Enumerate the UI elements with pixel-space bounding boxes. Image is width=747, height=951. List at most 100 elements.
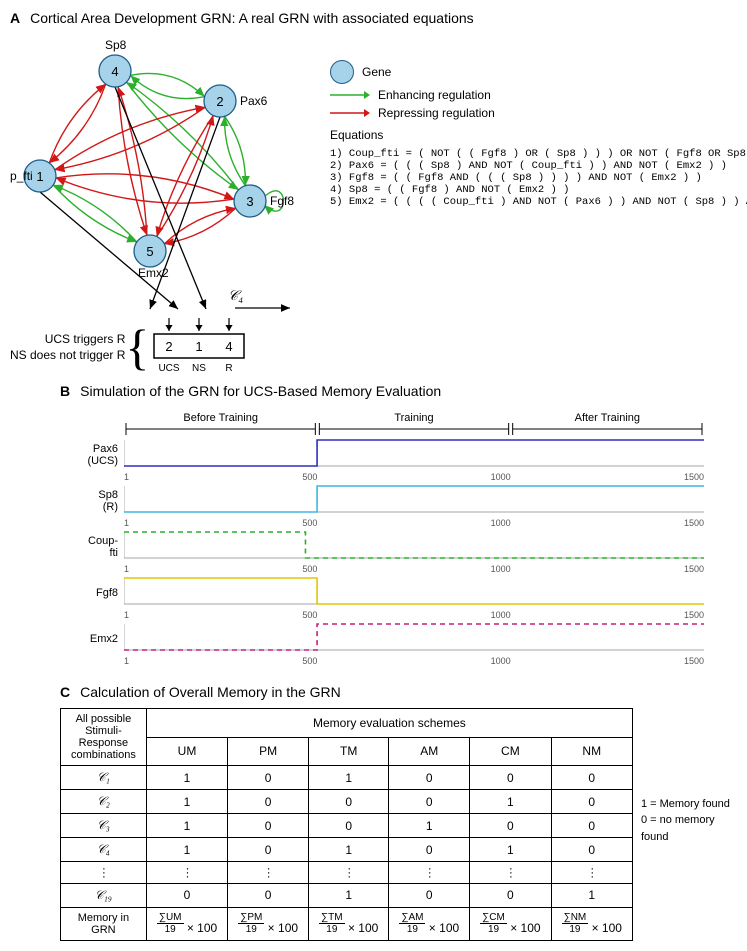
svg-text:Pax6: Pax6 <box>240 94 268 108</box>
memory-cell: 0 <box>551 766 632 790</box>
sidenote-zero: 0 = no memory found <box>641 812 737 845</box>
memory-cell: 0 <box>551 814 632 838</box>
memory-cell: 1 <box>309 883 389 907</box>
panel-c-title: Calculation of Overall Memory in the GRN <box>80 684 341 700</box>
equation-line: 5) Emx2 = ( ( ( ( Coup_fti ) AND NOT ( P… <box>330 196 747 208</box>
stimulus-response-box: UCS triggers R NS does not trigger R { 2… <box>10 316 310 379</box>
summary-cell: ∑TM19 × 100 <box>309 907 389 940</box>
memory-cell: 0 <box>470 766 551 790</box>
memory-cell: 0 <box>228 766 309 790</box>
summary-cell: ∑CM19 × 100 <box>470 907 551 940</box>
svg-text:Sp8: Sp8 <box>105 38 127 52</box>
combo-label: 𝒞₁₉ <box>61 883 147 907</box>
scheme-header: NM <box>551 737 632 766</box>
table-sidenote: 1 = Memory found 0 = no memory found <box>641 796 737 846</box>
rep-arrow-icon <box>330 106 370 120</box>
signal-label: Emx2 <box>70 633 124 645</box>
svg-text:Coup_fti: Coup_fti <box>10 169 33 183</box>
panel-a-title: Cortical Area Development GRN: A real GR… <box>30 10 474 26</box>
combo-label: 𝒞₃ <box>61 814 147 838</box>
sr-box-svg: 2 UCS 1 NS 4 R <box>149 316 259 376</box>
equation-line: 3) Fgf8 = ( ( Fgf8 AND ( ( ( Sp8 ) ) ) )… <box>330 172 747 184</box>
memory-cell: 0 <box>146 883 227 907</box>
memory-cell: 1 <box>470 838 551 862</box>
svg-text:𝒞₄: 𝒞₄ <box>228 289 243 304</box>
sidenote-one: 1 = Memory found <box>641 796 737 813</box>
memory-cell: 1 <box>470 790 551 814</box>
network-column: 𝒞₄ 1 Coup_fti 2 Pax6 3 Fgf8 4 Sp8 5 Emx2 UCS trigg… <box>10 26 310 379</box>
summary-cell: ∑PM19 × 100 <box>228 907 309 940</box>
panel-c: C Calculation of Overall Memory in the G… <box>10 684 737 941</box>
memory-cell: 1 <box>146 814 227 838</box>
equation-line: 2) Pax6 = ( ( ( Sp8 ) AND NOT ( Coup_fti… <box>330 160 747 172</box>
svg-text:2: 2 <box>216 94 223 109</box>
combo-label: 𝒞₁ <box>61 766 147 790</box>
svg-text:3: 3 <box>246 194 253 209</box>
ucs-triggers-r: UCS triggers R <box>10 332 125 348</box>
combo-label: 𝒞₄ <box>61 838 147 862</box>
gene-icon <box>330 60 354 84</box>
memory-cell: 1 <box>309 838 389 862</box>
equation-line: 4) Sp8 = ( ( Fgf8 ) AND NOT ( Emx2 ) ) <box>330 184 747 196</box>
legend-gene: Gene <box>330 60 747 84</box>
panel-b-title: Simulation of the GRN for UCS-Based Memo… <box>80 383 441 399</box>
memory-cell: 1 <box>551 883 632 907</box>
tick-row: 150010001500 <box>124 564 704 574</box>
enh-arrow-icon <box>330 88 370 102</box>
summary-cell: ∑AM19 × 100 <box>389 907 470 940</box>
memory-cell: 0 <box>228 883 309 907</box>
memory-cell: 0 <box>389 766 470 790</box>
legend-enh: Enhancing regulation <box>330 88 747 102</box>
tick-row: 150010001500 <box>124 610 704 620</box>
svg-text:1: 1 <box>196 339 203 354</box>
signal-trace: 10 <box>124 484 710 518</box>
summary-label: Memory in GRN <box>61 907 147 940</box>
panel-c-label: C <box>60 684 70 700</box>
combo-label: 𝒞₂ <box>61 790 147 814</box>
memory-cell: 0 <box>389 838 470 862</box>
signal-trace: 10 <box>124 622 710 656</box>
panel-a: A Cortical Area Development GRN: A real … <box>10 10 737 379</box>
eq-header: Equations <box>330 128 747 142</box>
svg-text:4: 4 <box>226 339 233 354</box>
svg-text:Before Training: Before Training <box>183 412 258 424</box>
memory-cell: 0 <box>470 814 551 838</box>
panel-b: B Simulation of the GRN for UCS-Based Me… <box>10 383 737 666</box>
panel-a-label: A <box>10 10 20 26</box>
equation-line: 1) Coup_fti = ( NOT ( ( Fgf8 ) OR ( Sp8 … <box>330 148 747 160</box>
tick-row: 150010001500 <box>124 518 704 528</box>
memory-cell: 1 <box>389 814 470 838</box>
memory-cell: 1 <box>146 790 227 814</box>
scheme-header: UM <box>146 737 227 766</box>
svg-text:R: R <box>226 363 233 374</box>
svg-text:NS: NS <box>192 363 206 374</box>
memory-cell: 0 <box>228 838 309 862</box>
panel-b-label: B <box>60 383 70 399</box>
memory-cell: 0 <box>551 790 632 814</box>
memory-cell: 0 <box>389 790 470 814</box>
scheme-header: PM <box>228 737 309 766</box>
timing-chart: Before TrainingTrainingAfter TrainingPax… <box>70 409 737 666</box>
memory-cell: 0 <box>389 883 470 907</box>
svg-text:2: 2 <box>166 339 173 354</box>
memory-cell: 1 <box>146 766 227 790</box>
svg-text:4: 4 <box>111 64 118 79</box>
tick-row: 150010001500 <box>124 472 704 482</box>
memory-cell: 0 <box>309 790 389 814</box>
memory-cell: 0 <box>470 883 551 907</box>
memory-cell: 0 <box>228 814 309 838</box>
scheme-header: AM <box>389 737 470 766</box>
svg-text:Training: Training <box>394 412 433 424</box>
svg-text:UCS: UCS <box>159 363 180 374</box>
signal-trace: 10 <box>124 438 710 472</box>
scheme-header: TM <box>309 737 389 766</box>
svg-text:Fgf8: Fgf8 <box>270 194 294 208</box>
tick-row: 150010001500 <box>124 656 704 666</box>
legend-gene-label: Gene <box>362 65 391 79</box>
summary-cell: ∑NM19 × 100 <box>551 907 632 940</box>
svg-text:Emx2: Emx2 <box>138 266 169 280</box>
legend-enh-label: Enhancing regulation <box>378 88 491 102</box>
legend-rep: Repressing regulation <box>330 106 747 120</box>
scheme-header: CM <box>470 737 551 766</box>
svg-text:5: 5 <box>146 244 153 259</box>
